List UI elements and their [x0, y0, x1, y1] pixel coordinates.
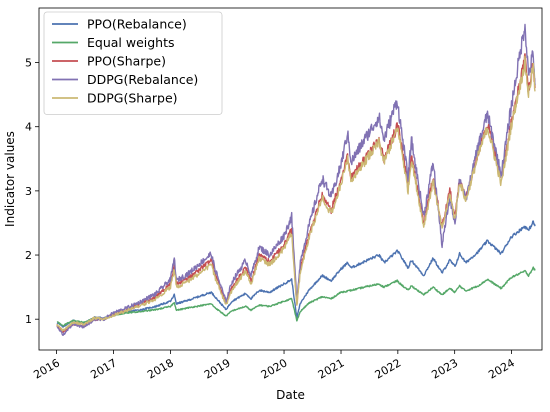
- legend-box: [43, 11, 223, 115]
- series-line-0: [56, 220, 536, 328]
- legend-label: Equal weights: [87, 35, 175, 50]
- y-tick-label: 1: [25, 313, 32, 326]
- legend-label: PPO(Sharpe): [87, 54, 166, 69]
- legend-label: DDPG(Rebalance): [87, 72, 198, 87]
- series-line-1: [56, 266, 536, 327]
- y-tick-label: 3: [25, 185, 32, 198]
- series-layer: [56, 23, 536, 336]
- plot-area-frame: [38, 7, 543, 351]
- y-tick-label: 5: [25, 57, 32, 70]
- y-axis-label: Indicator values: [3, 131, 17, 227]
- series-line-4: [56, 55, 536, 332]
- y-axis: 1 2 3 4 5: [25, 57, 39, 326]
- y-tick-label: 4: [25, 121, 32, 134]
- legend-label: PPO(Rebalance): [87, 17, 187, 32]
- legend-label: DDPG(Sharpe): [87, 91, 178, 106]
- x-axis-label: Date: [276, 388, 305, 402]
- y-tick-label: 2: [25, 249, 32, 262]
- legend: PPO(Rebalance) Equal weights PPO(Sharpe) DD…: [43, 11, 223, 115]
